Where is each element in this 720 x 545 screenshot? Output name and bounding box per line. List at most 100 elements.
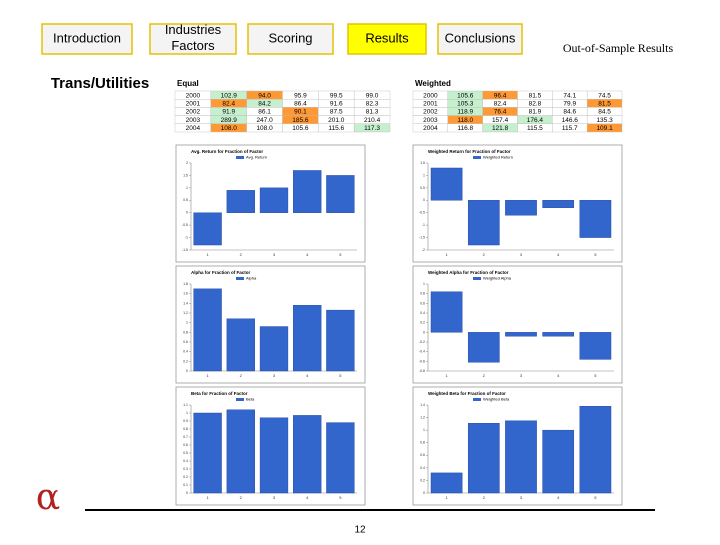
x-tick-label: 5 bbox=[339, 373, 342, 378]
y-tick-label: 0 bbox=[423, 330, 425, 334]
table-cell-text: 146.6 bbox=[562, 117, 579, 124]
table-title: Weighted bbox=[415, 79, 451, 88]
y-tick-label: 0 bbox=[423, 198, 425, 202]
y-tick-label: -1.5 bbox=[419, 235, 425, 239]
table-cell-text: 91.6 bbox=[330, 101, 343, 108]
bar bbox=[226, 409, 255, 494]
y-tick-label: 0 bbox=[186, 211, 188, 215]
table-cell-text: 210.4 bbox=[364, 117, 381, 124]
table-cell-text: 86.1 bbox=[258, 109, 271, 116]
table-cell-text: 84.2 bbox=[258, 101, 271, 108]
bar bbox=[467, 200, 500, 246]
x-tick-label: 5 bbox=[594, 252, 597, 257]
x-tick-label: 1 bbox=[206, 252, 209, 257]
y-tick-label: 0 bbox=[186, 491, 188, 495]
y-tick-label: 0.8 bbox=[420, 441, 425, 445]
x-tick-label: 5 bbox=[594, 495, 597, 500]
nav-tab bbox=[347, 23, 427, 55]
x-tick-label: 3 bbox=[520, 495, 523, 500]
bar bbox=[467, 423, 500, 494]
x-tick-label: 2 bbox=[240, 495, 243, 500]
x-tick-label: 4 bbox=[306, 252, 309, 257]
bar bbox=[259, 187, 289, 213]
nav-tab-label: Scoring bbox=[268, 30, 312, 45]
table-cell-text: 176.4 bbox=[527, 117, 544, 124]
chart-title: Weighted Beta for Fraction of Factor bbox=[428, 391, 506, 396]
table-cell-text: 84.6 bbox=[563, 109, 576, 116]
table-cell-text: 82.4 bbox=[222, 101, 235, 108]
legend-label: Alpha bbox=[246, 276, 257, 281]
y-tick-label: 2 bbox=[186, 161, 188, 165]
x-tick-label: 4 bbox=[557, 373, 560, 378]
table-cell-text: 87.5 bbox=[330, 109, 343, 116]
table-cell-text: 76.4 bbox=[494, 109, 507, 116]
table-cell-text: 247.0 bbox=[256, 117, 273, 124]
bar bbox=[542, 429, 575, 494]
table-cell-text: 2000 bbox=[186, 92, 201, 99]
table-cell-text: 115.6 bbox=[328, 125, 344, 132]
table-cell-text: 95.9 bbox=[294, 92, 307, 99]
y-tick-label: 0.2 bbox=[420, 478, 425, 482]
table-cell-text: 135.3 bbox=[596, 117, 613, 124]
table-title: Equal bbox=[177, 79, 199, 88]
x-tick-label: 1 bbox=[445, 252, 448, 257]
table-cell-text: 94.0 bbox=[258, 92, 271, 99]
y-tick-label: 1.5 bbox=[420, 161, 425, 165]
table-cell-text: 90.1 bbox=[294, 109, 307, 116]
y-tick-label: 0.6 bbox=[420, 453, 425, 457]
table-cell-text: 2004 bbox=[423, 125, 438, 132]
x-tick-label: 2 bbox=[240, 252, 243, 257]
y-tick-label: -0.4 bbox=[419, 350, 425, 354]
y-tick-label: -0.2 bbox=[419, 340, 425, 344]
table-cell-text: 289.9 bbox=[221, 117, 238, 124]
y-tick-label: 1.8 bbox=[183, 282, 188, 286]
x-tick-label: 3 bbox=[273, 373, 276, 378]
y-tick-label: -1 bbox=[185, 235, 188, 239]
legend-swatch bbox=[236, 398, 244, 401]
chart-title: Beta for Fraction of Factor bbox=[191, 391, 248, 396]
chart-title: Weighted Alpha for Fraction of Factor bbox=[428, 270, 509, 275]
y-tick-label: 1 bbox=[423, 282, 425, 286]
sector-label: Trans/Utilities bbox=[51, 75, 149, 92]
y-tick-label: 0.7 bbox=[183, 435, 188, 439]
bar bbox=[430, 472, 463, 494]
bar bbox=[579, 200, 612, 238]
bar bbox=[193, 412, 222, 494]
bar bbox=[430, 167, 463, 201]
y-tick-label: 1.4 bbox=[420, 403, 425, 407]
nav-tab-label: Introduction bbox=[53, 30, 121, 45]
y-tick-label: -1.5 bbox=[182, 248, 188, 252]
table-cell-text: 81.5 bbox=[598, 101, 611, 108]
y-tick-label: 1.6 bbox=[183, 292, 188, 296]
y-tick-label: 0.4 bbox=[420, 466, 425, 470]
table-cell-text: 79.9 bbox=[563, 101, 576, 108]
table-cell-text: 2001 bbox=[186, 101, 201, 108]
bar bbox=[467, 332, 500, 363]
legend-swatch bbox=[236, 156, 244, 159]
bar bbox=[505, 200, 537, 216]
table-cell-text: 2002 bbox=[423, 109, 438, 116]
bar bbox=[579, 332, 612, 360]
page-number: 12 bbox=[354, 525, 366, 536]
bar bbox=[293, 170, 322, 213]
x-tick-label: 5 bbox=[339, 252, 342, 257]
x-tick-label: 1 bbox=[206, 373, 209, 378]
table-cell-text: 81.3 bbox=[366, 109, 379, 116]
legend-label: Weighted Alpha bbox=[483, 276, 512, 281]
table-cell-text: 108.0 bbox=[256, 125, 273, 132]
y-tick-label: 0.4 bbox=[420, 311, 425, 315]
table-cell bbox=[353, 123, 391, 133]
y-tick-label: 1 bbox=[423, 428, 425, 432]
y-tick-label: 1.2 bbox=[420, 415, 425, 419]
bar bbox=[542, 200, 575, 208]
bar bbox=[542, 332, 575, 337]
bar bbox=[505, 332, 537, 337]
table-cell-text: 2002 bbox=[186, 109, 201, 116]
legend-label: Beta bbox=[246, 397, 255, 402]
y-tick-label: 1.5 bbox=[183, 173, 188, 177]
table-cell-text: 2001 bbox=[423, 101, 438, 108]
table-cell-text: 117.3 bbox=[364, 125, 380, 132]
table-cell-text: 81.9 bbox=[529, 109, 542, 116]
y-tick-label: 0.2 bbox=[420, 321, 425, 325]
